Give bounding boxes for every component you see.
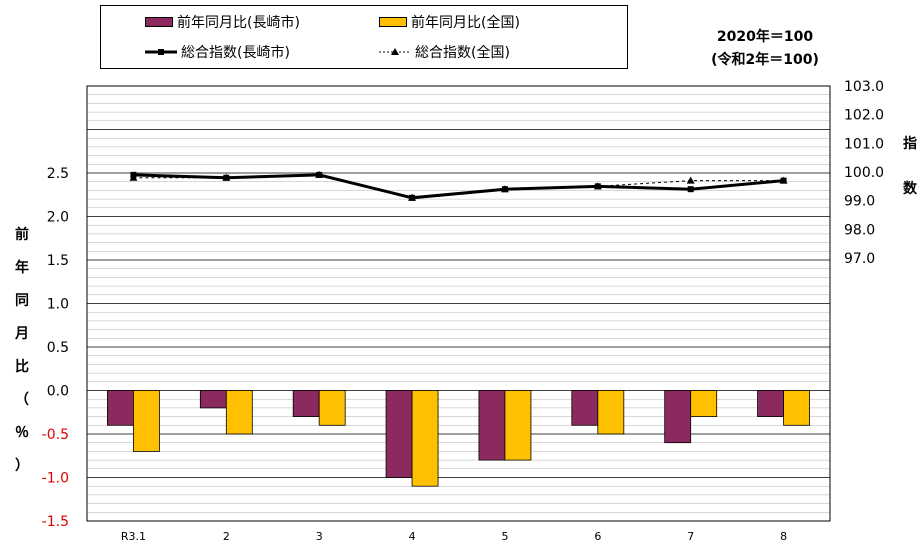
bar xyxy=(318,390,346,426)
legend-label: 前年同月比(全国) xyxy=(411,15,520,31)
bar xyxy=(133,390,160,452)
bar xyxy=(783,390,810,426)
y-left-title-char: 年 xyxy=(15,260,29,276)
point-nagasaki xyxy=(130,171,137,178)
y-left-tick-label: 2.5 xyxy=(47,166,69,182)
legend: 前年同月比(長崎市) 前年同月比(全国) 総合指数(長崎市) 総合指数(全国) xyxy=(100,5,628,69)
legend-label: 総合指数(長崎市) xyxy=(181,45,290,61)
bar xyxy=(411,390,439,487)
x-tick-label: 7 xyxy=(687,530,694,543)
y-right-tick-label: 101.0 xyxy=(844,136,884,152)
series-line-nagasaki-index xyxy=(133,173,784,200)
legend-label: 総合指数(全国) xyxy=(415,45,510,61)
y-right-tick-label: 98.0 xyxy=(844,222,875,238)
bar xyxy=(504,390,532,461)
y-left-title-char: 月 xyxy=(15,326,29,342)
y-left-axis-title: 前 年 同 月 比 （ ％ ） xyxy=(12,228,32,492)
y-left-tick-label: 1.0 xyxy=(47,297,69,313)
bar xyxy=(199,390,227,409)
legend-swatch-nagasaki-yoy xyxy=(145,17,173,27)
legend-line-bold xyxy=(145,49,177,55)
bar xyxy=(107,390,134,426)
y-left-tick-label: 0.0 xyxy=(47,384,69,400)
y-right-title-char: 数 xyxy=(903,181,917,197)
y-left-title-char: ％ xyxy=(15,425,29,441)
y-left-title-char: （ xyxy=(15,392,29,408)
x-tick-label: 3 xyxy=(316,530,323,543)
y-left-title-char: 同 xyxy=(15,293,29,309)
y-left-title-char: 比 xyxy=(15,359,29,375)
y-left-tick-label: -0.5 xyxy=(42,427,69,443)
y-right-axis: 103.0 102.0 101.0 100.0 99.0 98.0 97.0 xyxy=(844,79,884,267)
y-left-tick-label: -1.5 xyxy=(42,514,69,530)
x-tick-label: 5 xyxy=(501,530,508,543)
y-left-title-char: 前 xyxy=(15,227,29,243)
x-axis: R3.1 2 3 4 5 6 7 8 xyxy=(121,530,787,543)
base-year-note: 2020年＝100 (令和2年＝100) xyxy=(680,26,850,69)
legend-swatch-national-yoy xyxy=(379,17,407,27)
point-nagasaki xyxy=(594,183,601,190)
point-national xyxy=(686,176,695,184)
point-nagasaki xyxy=(409,194,416,201)
y-right-tick-label: 100.0 xyxy=(844,165,884,181)
bar xyxy=(690,390,718,418)
legend-item-nagasaki-yoy: 前年同月比(長崎市) xyxy=(145,12,300,32)
x-tick-label: 8 xyxy=(780,530,787,543)
base-year-note-line1: 2020年＝100 xyxy=(716,29,814,45)
bar xyxy=(597,390,625,435)
gridlines xyxy=(87,85,830,522)
x-tick-label: R3.1 xyxy=(121,530,146,543)
point-nagasaki xyxy=(223,174,230,181)
x-tick-label: 2 xyxy=(223,530,230,543)
y-left-title-char: ） xyxy=(15,458,29,474)
y-right-tick-label: 102.0 xyxy=(844,108,884,124)
y-right-tick-label: 99.0 xyxy=(844,194,875,210)
y-left-tick-label: 1.5 xyxy=(47,253,69,269)
y-left-tick-label: 0.5 xyxy=(47,340,69,356)
legend-item-national-index: 総合指数(全国) xyxy=(379,42,510,62)
x-tick-label: 4 xyxy=(409,530,416,543)
y-left-axis: 2.5 2.0 1.5 1.0 0.5 0.0 -0.5 -1.0 -1.5 xyxy=(42,166,69,530)
bar xyxy=(757,390,784,418)
y-right-title-char: 指 xyxy=(903,136,917,152)
legend-line-dashed xyxy=(379,48,411,55)
bar xyxy=(571,390,599,426)
point-nagasaki xyxy=(501,186,508,193)
point-nagasaki xyxy=(780,177,787,184)
bar xyxy=(664,390,692,444)
bar xyxy=(292,390,320,418)
line-series xyxy=(129,170,788,201)
x-tick-label: 6 xyxy=(594,530,601,543)
legend-item-nagasaki-index: 総合指数(長崎市) xyxy=(145,42,290,62)
legend-item-national-yoy: 前年同月比(全国) xyxy=(379,12,520,32)
bar xyxy=(385,390,413,478)
bar-series xyxy=(107,390,810,487)
point-nagasaki xyxy=(316,171,323,178)
y-right-tick-label: 97.0 xyxy=(844,251,875,267)
legend-label: 前年同月比(長崎市) xyxy=(177,15,300,31)
point-nagasaki xyxy=(687,186,694,193)
plot-area-frame xyxy=(86,85,831,522)
base-year-note-line2: (令和2年＝100) xyxy=(711,52,819,68)
y-right-tick-label: 103.0 xyxy=(844,79,884,95)
y-left-tick-label: -1.0 xyxy=(42,471,69,487)
y-left-tick-label: 2.0 xyxy=(47,210,69,226)
y-right-axis-title: 指 数 xyxy=(900,137,920,196)
bar xyxy=(225,390,253,435)
bar xyxy=(478,390,506,461)
